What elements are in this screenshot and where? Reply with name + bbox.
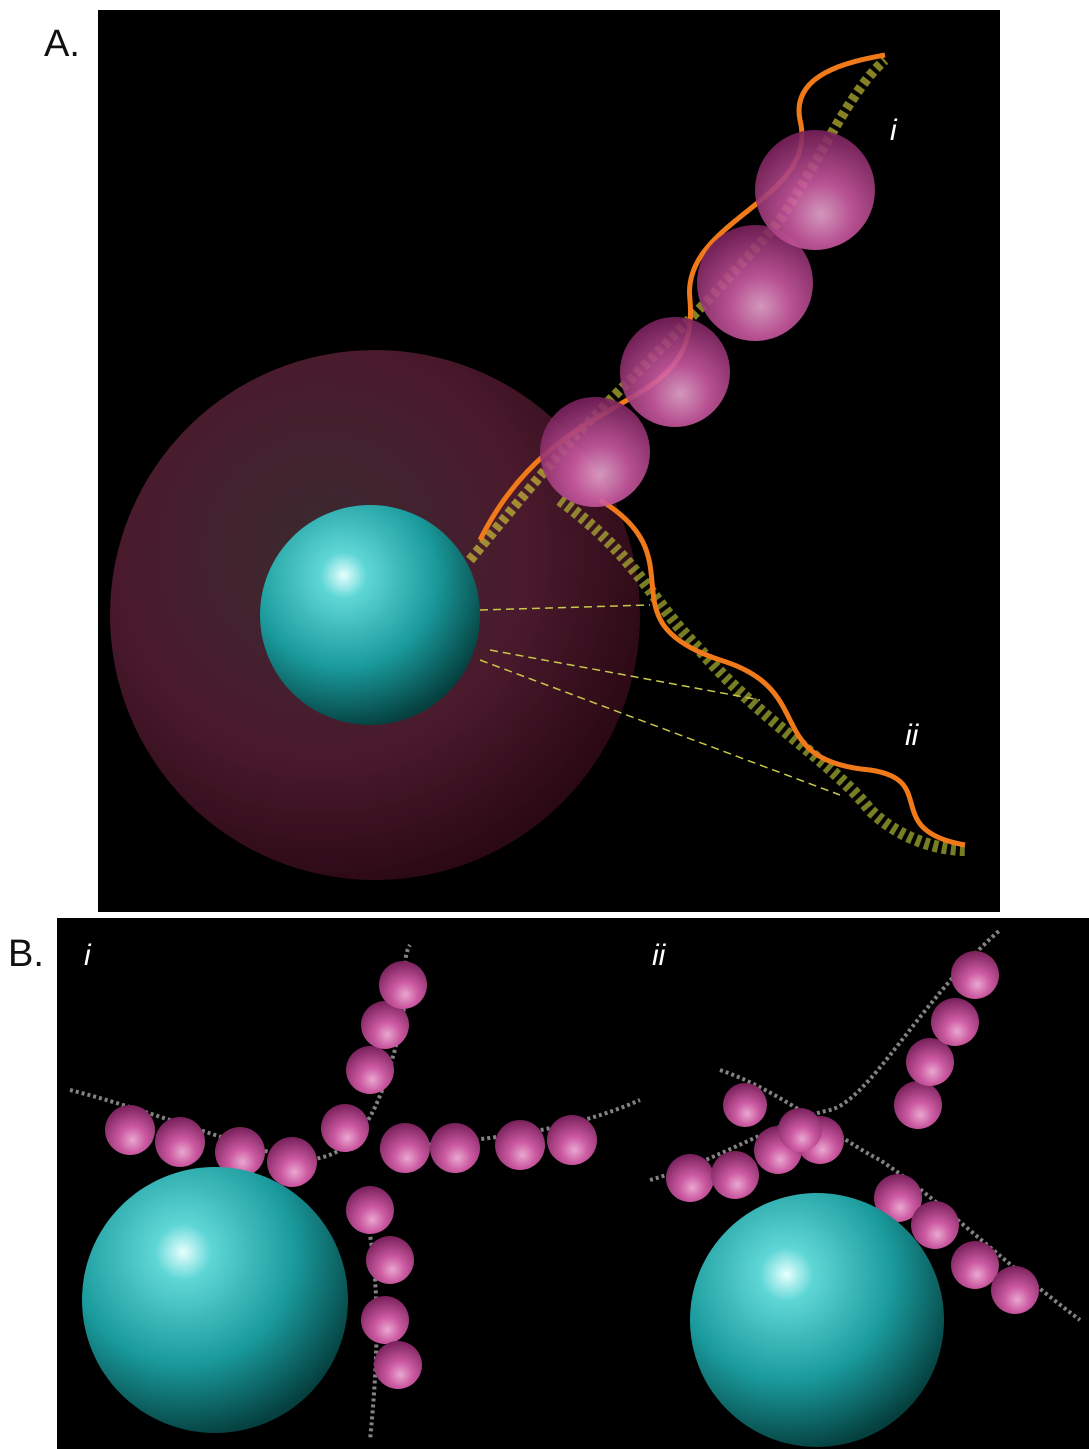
core-sphere — [690, 1193, 944, 1447]
panel-label: B. — [8, 933, 44, 975]
page: A. i ii B. i ii — [0, 0, 1089, 1449]
panel-label: A. — [44, 23, 80, 65]
figure: A. i ii B. i ii — [0, 0, 1089, 1449]
panel-sublabel: ii — [905, 719, 920, 752]
core-sphere — [260, 505, 480, 725]
panel-sublabel: ii — [652, 939, 667, 972]
core-sphere — [82, 1167, 348, 1433]
